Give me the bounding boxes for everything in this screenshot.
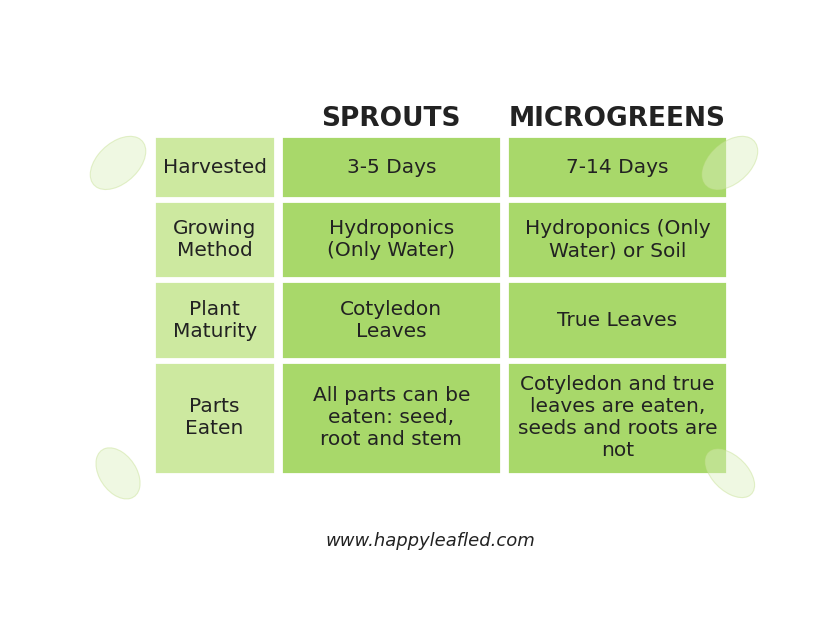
Ellipse shape bbox=[96, 448, 140, 499]
Text: www.happyleafled.com: www.happyleafled.com bbox=[326, 532, 535, 550]
Text: Cotyledon and true
leaves are eaten,
seeds and roots are
not: Cotyledon and true leaves are eaten, see… bbox=[517, 375, 717, 461]
Bar bbox=[507, 362, 727, 474]
Text: Plant
Maturity: Plant Maturity bbox=[172, 299, 257, 341]
Text: Harvested: Harvested bbox=[163, 158, 266, 176]
Text: MICROGREENS: MICROGREENS bbox=[509, 106, 726, 132]
Bar bbox=[507, 136, 727, 198]
Text: All parts can be
eaten: seed,
root and stem: All parts can be eaten: seed, root and s… bbox=[312, 386, 470, 449]
Bar bbox=[281, 136, 501, 198]
Bar bbox=[154, 362, 276, 474]
Text: 3-5 Days: 3-5 Days bbox=[347, 158, 436, 176]
Bar bbox=[154, 136, 276, 198]
Text: 7-14 Days: 7-14 Days bbox=[566, 158, 669, 176]
Bar bbox=[154, 282, 276, 358]
Ellipse shape bbox=[702, 136, 758, 190]
Text: Cotyledon
Leaves: Cotyledon Leaves bbox=[340, 299, 443, 341]
Text: True Leaves: True Leaves bbox=[557, 311, 677, 329]
Text: Hydroponics
(Only Water): Hydroponics (Only Water) bbox=[328, 219, 455, 260]
Bar bbox=[281, 201, 501, 278]
Text: SPROUTS: SPROUTS bbox=[322, 106, 461, 132]
Bar bbox=[507, 282, 727, 358]
Bar bbox=[507, 201, 727, 278]
Text: Parts
Eaten: Parts Eaten bbox=[186, 398, 244, 438]
Bar bbox=[281, 362, 501, 474]
Text: Growing
Method: Growing Method bbox=[173, 219, 256, 260]
Bar bbox=[281, 282, 501, 358]
Ellipse shape bbox=[90, 136, 146, 190]
Bar bbox=[154, 201, 276, 278]
Text: Hydroponics (Only
Water) or Soil: Hydroponics (Only Water) or Soil bbox=[524, 219, 710, 260]
Ellipse shape bbox=[706, 449, 754, 498]
